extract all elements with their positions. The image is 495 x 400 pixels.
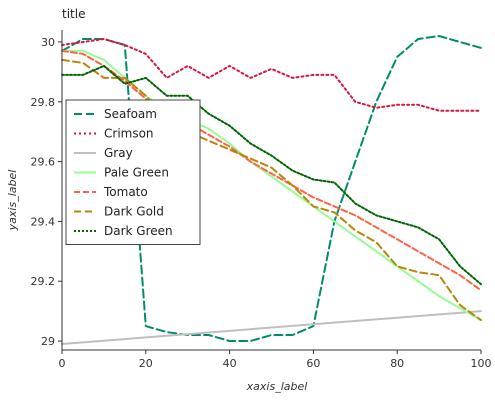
series-line-tomato: [61, 49, 482, 292]
series-line-gray: [61, 310, 482, 345]
y-tick-label: 30: [41, 36, 55, 49]
y-tick-label: 29.2: [31, 275, 56, 288]
series-line-crimson: [61, 38, 482, 112]
y-axis: 29 29.2 29.4 29.6 29.8 30: [31, 30, 63, 350]
x-tick-label: 40: [223, 357, 237, 370]
y-tick-label: 29: [41, 335, 55, 348]
x-tick-label: 60: [306, 357, 320, 370]
x-axis: 0 20 40 60 80 100: [59, 349, 492, 370]
legend: Seafoam Crimson Gray Pale Green Tomato Dark G…: [65, 99, 201, 245]
y-tick-label: 29.4: [31, 215, 56, 228]
legend-label-tomato: Tomato: [103, 185, 148, 199]
legend-label-pale-green: Pale Green: [104, 166, 169, 180]
x-axis-title: xaxis_label: [246, 380, 308, 393]
x-tick-label: 20: [139, 357, 153, 370]
x-tick-label: 0: [59, 357, 66, 370]
legend-label-gray: Gray: [104, 146, 133, 160]
series-line-dark-gold: [61, 58, 482, 322]
y-tick-label: 29.8: [31, 96, 56, 109]
series-line-dark-green: [61, 64, 482, 286]
chart-title: title: [62, 7, 85, 21]
y-axis-title: yaxis_label: [6, 170, 19, 232]
x-tick-label: 100: [471, 357, 492, 370]
legend-label-crimson: Crimson: [104, 127, 154, 141]
plot-area: [61, 35, 482, 345]
y-tick-label: 29.6: [31, 156, 56, 169]
x-tick-label: 80: [390, 357, 404, 370]
legend-label-dark-green: Dark Green: [104, 224, 173, 238]
legend-label-seafoam: Seafoam: [104, 107, 157, 121]
legend-label-dark-gold: Dark Gold: [104, 205, 164, 219]
